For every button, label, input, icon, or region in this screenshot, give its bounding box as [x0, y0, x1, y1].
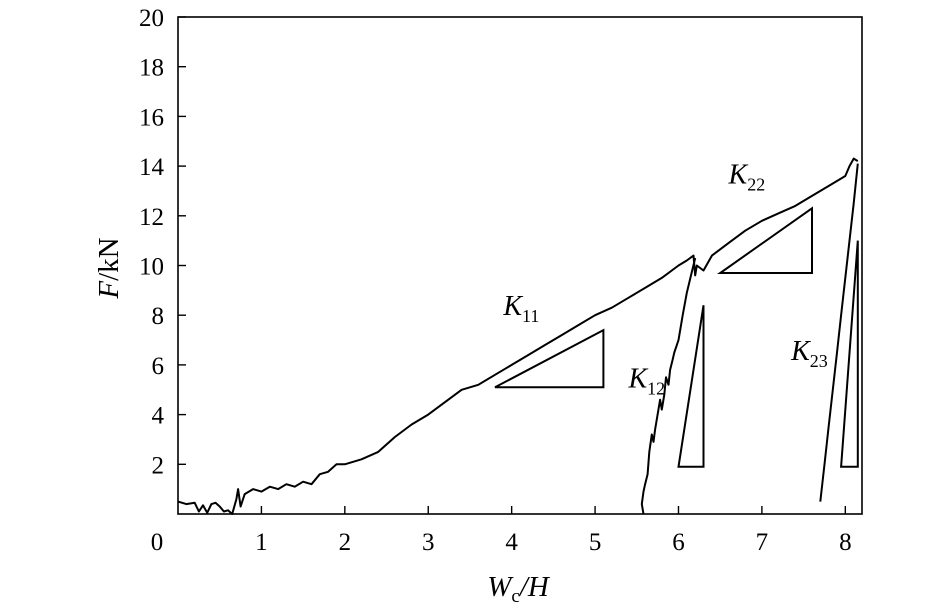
- x-tick-label: 5: [589, 529, 602, 556]
- y-tick-label: 20: [139, 5, 164, 32]
- y-tick-label: 8: [152, 303, 165, 330]
- annotation-k23: K23: [790, 336, 828, 371]
- x-tick-label: 8: [839, 529, 852, 556]
- plot-border: [177, 16, 863, 515]
- series-line-2: [640, 257, 697, 515]
- y-axis-title: F/kN: [93, 237, 125, 299]
- y-tick-label: 16: [139, 104, 164, 131]
- x-tick-label: 0: [151, 529, 164, 556]
- series-line-3: [819, 163, 859, 502]
- x-tick-label: 3: [422, 529, 435, 556]
- y-axis-title-main: F: [93, 281, 125, 300]
- annotation-main: K: [790, 336, 811, 367]
- annotation-k11: K11: [502, 291, 539, 326]
- x-axis-title-sub: c: [511, 586, 519, 607]
- annotation-sub: 22: [747, 174, 765, 194]
- x-tick-label: 1: [255, 529, 268, 556]
- x-axis-ticks: 0 1 2 3 4 5 6 7 8: [151, 506, 852, 556]
- y-tick-label: 12: [139, 204, 164, 231]
- annotation-k12: K12: [627, 363, 665, 398]
- y-tick-label: 18: [139, 55, 164, 82]
- y-tick-label: 2: [152, 452, 165, 479]
- stiffness-triangle-4: [840, 240, 859, 468]
- annotation-main: K: [502, 291, 523, 322]
- y-tick-label: 4: [152, 403, 165, 430]
- plot-frame: [177, 16, 863, 515]
- stiffness-triangle-2: [677, 305, 705, 468]
- stiffness-triangles: [494, 206, 859, 468]
- annotation-sub: 11: [522, 306, 539, 326]
- annotation-sub: 23: [810, 351, 828, 371]
- annotation-sub: 12: [647, 378, 665, 398]
- x-axis-title: Wc/H: [487, 571, 551, 607]
- y-axis-ticks: 2 4 6 8 10 12 14 16 18 20: [139, 5, 186, 479]
- y-tick-label: 10: [139, 254, 164, 281]
- annotation-main: K: [627, 363, 648, 394]
- x-tick-label: 2: [339, 529, 352, 556]
- stiffness-triangle-3: [717, 206, 813, 274]
- annotation-main: K: [728, 159, 749, 190]
- annotation-k22: K22: [728, 159, 766, 194]
- y-axis-title-rest: /kN: [93, 237, 125, 281]
- y-tick-label: 14: [139, 154, 165, 181]
- y-tick-label: 6: [152, 353, 165, 380]
- stiffness-triangle-1: [494, 328, 605, 389]
- x-axis-title-main: W: [487, 571, 514, 603]
- x-axis-title-rest: /H: [518, 571, 551, 603]
- x-tick-label: 4: [505, 529, 518, 556]
- x-tick-label: 7: [756, 529, 769, 556]
- series-line-1: [177, 157, 859, 515]
- x-tick-label: 6: [672, 529, 685, 556]
- series-layer: [177, 157, 859, 515]
